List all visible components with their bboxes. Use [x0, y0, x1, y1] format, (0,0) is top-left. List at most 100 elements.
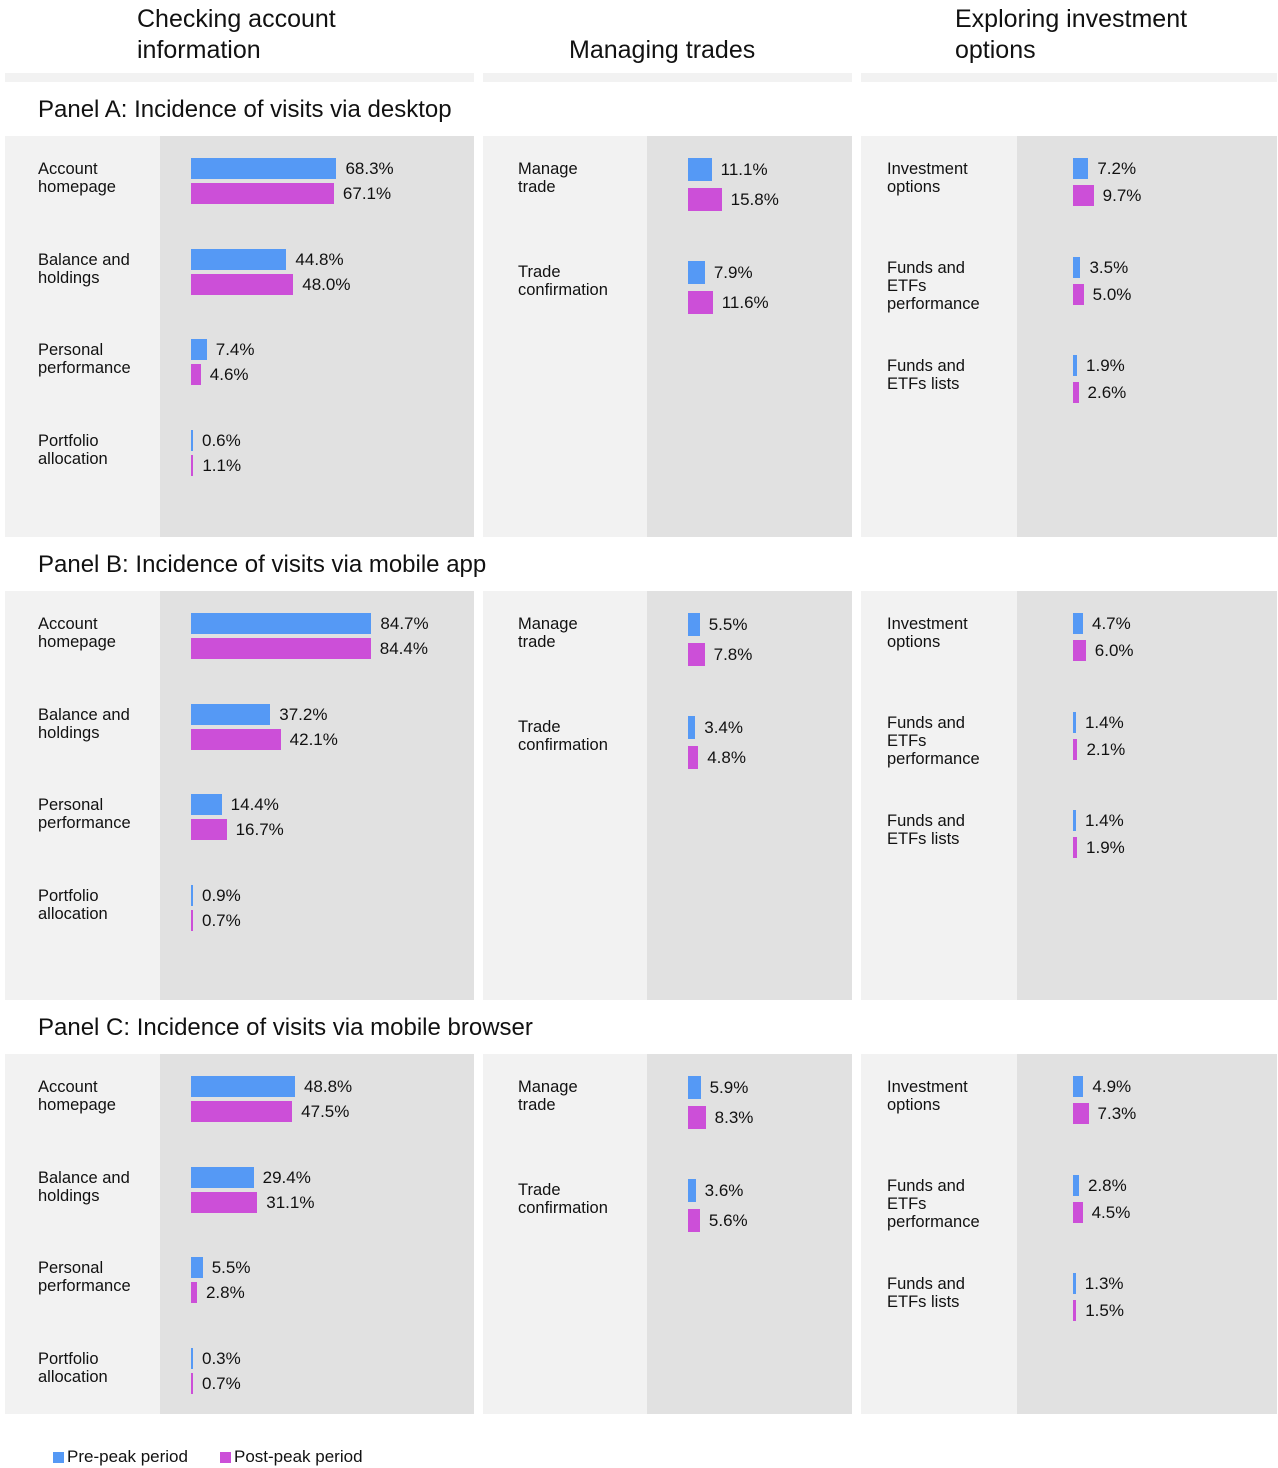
value-label: 4.6%	[209, 364, 249, 384]
column-title: Exploring investment options	[955, 5, 1188, 64]
column-title: Managing trades	[569, 36, 756, 64]
bar	[1073, 1202, 1083, 1223]
category-label: Manage trade	[518, 160, 578, 196]
bar	[1073, 1103, 1089, 1124]
bar	[688, 716, 696, 739]
value-label: 7.9%	[713, 262, 753, 282]
panel-box-shade	[647, 136, 852, 537]
legend-swatch	[53, 1452, 64, 1463]
category-label: Account homepage	[38, 615, 116, 651]
bar	[191, 339, 207, 360]
panel-box-shade	[1017, 591, 1277, 1000]
bar	[1073, 1300, 1077, 1321]
bar	[1073, 355, 1078, 376]
value-label: 14.4%	[230, 794, 279, 814]
value-label: 11.6%	[721, 292, 769, 312]
value-label: 31.1%	[266, 1192, 315, 1212]
value-label: 16.7%	[235, 819, 284, 839]
category-label: Portfolio allocation	[38, 1350, 108, 1386]
bar	[688, 158, 712, 181]
value-label: 44.8%	[295, 249, 344, 269]
bar	[1073, 613, 1083, 634]
value-label: 2.1%	[1086, 739, 1126, 759]
bar	[191, 249, 287, 270]
value-label: 1.9%	[1086, 355, 1125, 375]
value-label: 11.1%	[720, 159, 768, 179]
value-label: 5.5%	[708, 614, 748, 634]
value-label: 2.6%	[1087, 382, 1127, 402]
category-label: Funds and ETFs performance	[887, 259, 980, 313]
value-label: 4.8%	[707, 747, 746, 767]
panel-title: Panel C: Incidence of visits via mobile …	[38, 1014, 533, 1041]
value-label: 3.4%	[704, 717, 743, 737]
header-strip	[861, 73, 1277, 82]
value-label: 7.3%	[1097, 1103, 1137, 1123]
bar	[191, 729, 281, 750]
category-label: Funds and ETFs performance	[887, 714, 980, 768]
bar	[191, 364, 201, 385]
bar	[688, 1076, 701, 1099]
bar	[191, 455, 194, 476]
bar	[191, 274, 294, 295]
category-label: Account homepage	[38, 1078, 116, 1114]
bar	[191, 794, 222, 815]
value-label: 84.7%	[380, 613, 429, 633]
value-label: 2.8%	[205, 1282, 245, 1302]
value-label: 47.5%	[301, 1101, 350, 1121]
bar	[1073, 837, 1078, 858]
bar	[191, 910, 193, 931]
bar	[1073, 640, 1086, 661]
category-label: Portfolio allocation	[38, 432, 108, 468]
bar	[1073, 382, 1079, 403]
value-label: 1.4%	[1084, 712, 1124, 732]
value-label: 15.8%	[730, 189, 779, 209]
bar	[191, 1101, 293, 1122]
bar	[191, 183, 334, 204]
bar	[191, 613, 372, 634]
bar	[688, 261, 705, 284]
value-label: 5.6%	[708, 1210, 748, 1230]
value-label: 37.2%	[279, 704, 328, 724]
value-label: 0.9%	[202, 885, 241, 905]
value-label: 7.2%	[1097, 158, 1137, 178]
category-label: Trade confirmation	[518, 718, 608, 754]
bar	[1073, 712, 1076, 733]
category-label: Balance and holdings	[38, 251, 130, 287]
category-label: Funds and ETFs lists	[887, 1275, 965, 1311]
value-label: 2.8%	[1087, 1175, 1127, 1195]
bar	[688, 291, 713, 314]
bar	[1073, 284, 1084, 305]
bar	[1073, 158, 1089, 179]
category-label: Personal performance	[38, 341, 131, 377]
category-label: Investment options	[887, 615, 968, 651]
panel-box-shade	[647, 591, 852, 1000]
value-label: 48.8%	[303, 1076, 353, 1096]
bar	[1073, 257, 1081, 278]
value-label: 5.0%	[1092, 284, 1132, 304]
bar	[688, 746, 699, 769]
category-label: Personal performance	[38, 796, 131, 832]
category-label: Funds and ETFs lists	[887, 357, 965, 393]
category-label: Trade confirmation	[518, 1181, 608, 1217]
category-label: Balance and holdings	[38, 1169, 130, 1205]
bar	[191, 1167, 254, 1188]
category-label: Investment options	[887, 160, 968, 196]
bar	[191, 819, 227, 840]
value-label: 67.1%	[342, 183, 392, 203]
bar	[191, 1282, 197, 1303]
value-label: 1.5%	[1085, 1300, 1124, 1320]
value-label: 29.4%	[262, 1167, 311, 1187]
bar	[191, 1192, 258, 1213]
value-label: 1.1%	[202, 455, 242, 475]
value-label: 7.4%	[215, 339, 255, 359]
value-label: 42.1%	[289, 729, 338, 749]
category-label: Manage trade	[518, 615, 578, 651]
panel-box-shade	[647, 1054, 852, 1414]
value-label: 1.4%	[1084, 810, 1124, 830]
value-label: 0.3%	[202, 1348, 241, 1368]
value-label: 0.6%	[202, 430, 241, 450]
bar	[191, 885, 193, 906]
bar	[191, 704, 271, 725]
bar	[1073, 185, 1094, 206]
